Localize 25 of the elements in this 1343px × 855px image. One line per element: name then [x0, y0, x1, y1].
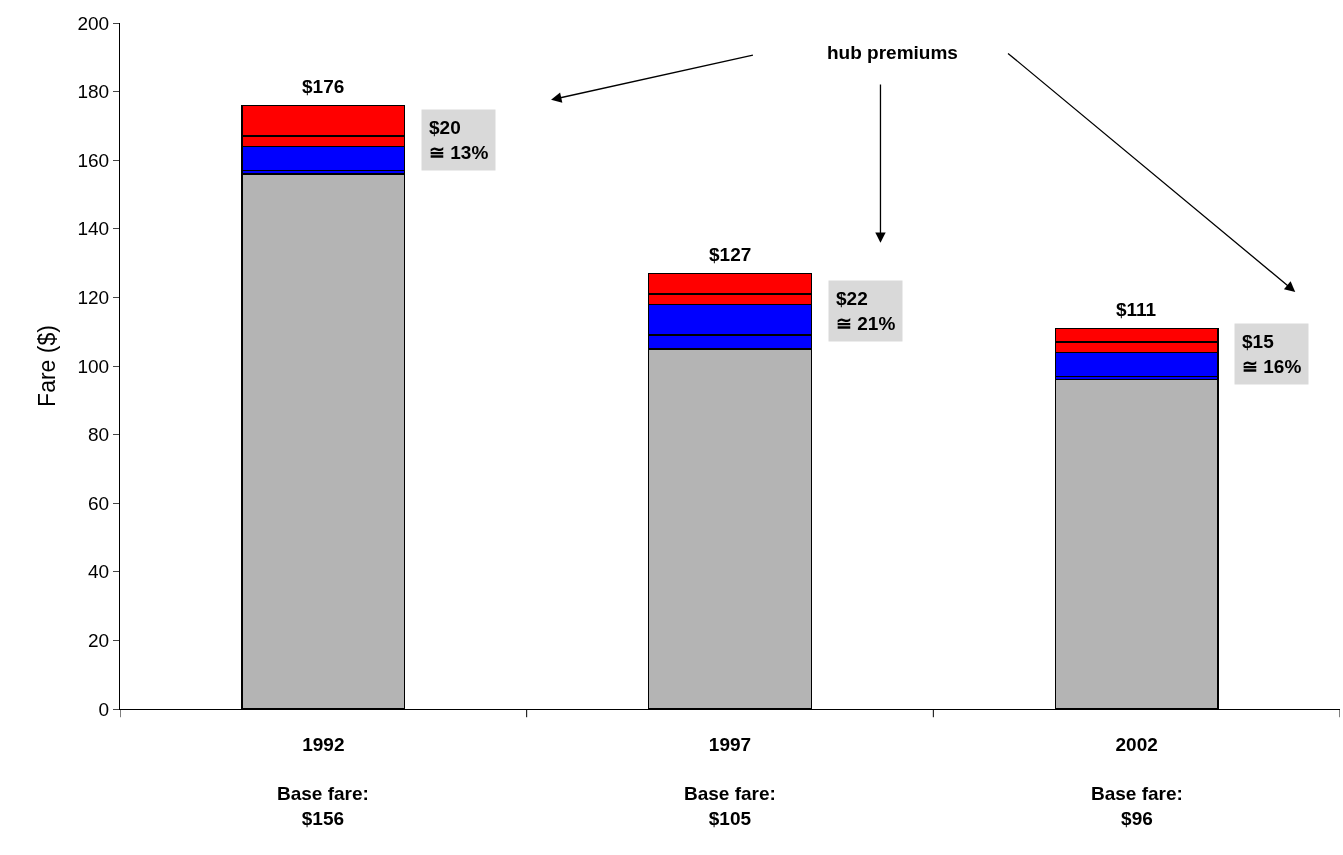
- total-label: $111: [1116, 299, 1157, 320]
- annotation: $15 ≅ 16%: [1242, 331, 1302, 377]
- y-tick-label: 100: [77, 355, 110, 377]
- y-tick-label: 160: [77, 149, 110, 171]
- x-tick-label: 2002: [1115, 733, 1158, 755]
- text: Base fare: $105: [684, 783, 776, 829]
- total-label: $176: [302, 76, 345, 97]
- y-tick-label: 140: [77, 218, 110, 240]
- x-tick-label: 1992: [302, 733, 345, 755]
- x-tick-label: 1997: [708, 733, 752, 755]
- y-tick-label: 180: [77, 81, 110, 103]
- y-tick-label: 120: [77, 287, 110, 309]
- text: Base fare: $96: [1091, 783, 1183, 829]
- total-label: $127: [709, 244, 752, 265]
- y-tick-label: 60: [88, 492, 110, 514]
- annotation: $20 ≅ 13%: [429, 117, 489, 163]
- annotation: hub premiums: [827, 42, 958, 63]
- annotation: $22 ≅ 21%: [836, 288, 896, 334]
- text: Base fare: $156: [277, 783, 369, 829]
- y-tick-label: 0: [98, 698, 110, 720]
- y-tick-label: 20: [88, 630, 110, 652]
- y-axis-title: Fare ($): [33, 325, 60, 407]
- y-tick-label: 80: [88, 424, 110, 446]
- y-tick-label: 200: [77, 12, 110, 34]
- y-tick-label: 40: [88, 561, 110, 583]
